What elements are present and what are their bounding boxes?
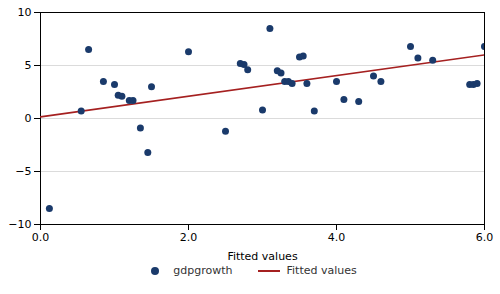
svg-text:−5: −5 [15, 165, 31, 178]
svg-text:5: 5 [25, 59, 32, 72]
svg-text:4.0: 4.0 [328, 231, 346, 244]
svg-text:2.0: 2.0 [180, 231, 198, 244]
svg-text:6.0: 6.0 [476, 231, 494, 244]
svg-text:Fitted values: Fitted values [227, 250, 298, 263]
svg-text:0: 0 [25, 112, 32, 125]
svg-text:−10: −10 [8, 218, 31, 231]
svg-text:0.0: 0.0 [32, 231, 50, 244]
svg-text:10: 10 [18, 6, 32, 19]
html-text:gdpgrowth: gdpgrowth [173, 264, 233, 277]
